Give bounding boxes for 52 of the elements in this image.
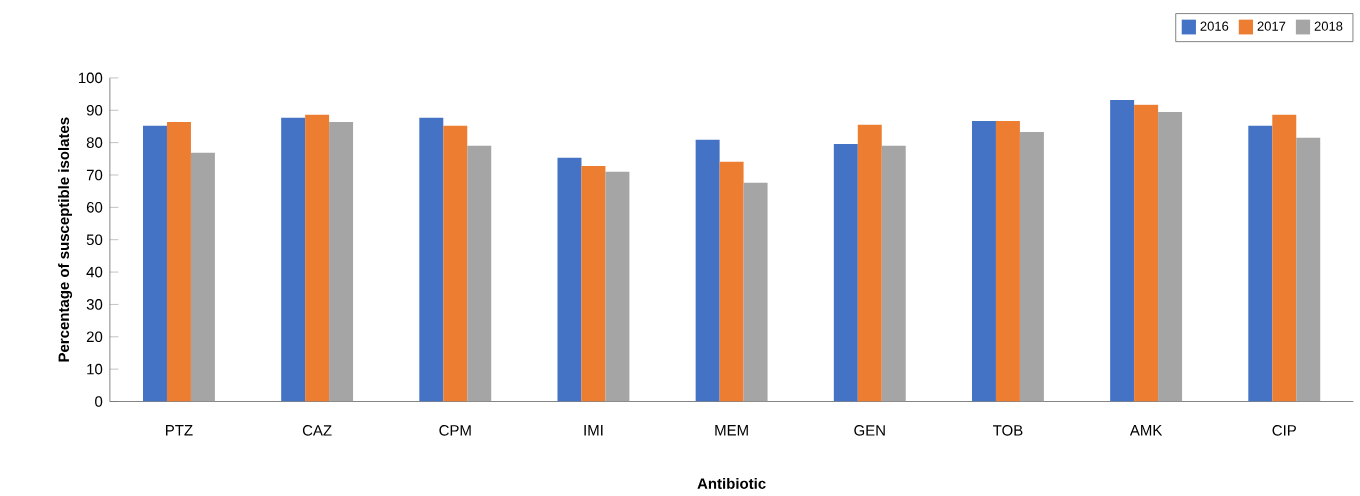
y-tick-label: 50 bbox=[86, 234, 103, 246]
y-tick-label: 70 bbox=[86, 169, 103, 181]
x-tick-label: AMK bbox=[1129, 425, 1163, 436]
bar bbox=[995, 121, 1020, 402]
x-tick-label: CIP bbox=[1272, 425, 1296, 436]
bar bbox=[305, 115, 330, 402]
x-tick-label: GEN bbox=[854, 425, 885, 436]
bar bbox=[857, 125, 882, 402]
y-tick-label: 90 bbox=[86, 105, 103, 116]
bar bbox=[1110, 100, 1135, 402]
x-tick-label: MEM bbox=[715, 425, 748, 436]
y-axis-title: Percentage of susceptible isolates bbox=[58, 117, 73, 362]
bar bbox=[971, 121, 996, 402]
x-tick-label: CPM bbox=[439, 425, 471, 436]
y-tick-label: 30 bbox=[86, 299, 103, 310]
bar bbox=[581, 166, 606, 402]
y-tick-label: 80 bbox=[86, 137, 103, 149]
bar bbox=[1158, 112, 1183, 402]
x-tick-label: IMI bbox=[584, 425, 603, 436]
bar bbox=[1019, 132, 1044, 402]
bar bbox=[1134, 104, 1159, 402]
legend-label: 2018 bbox=[1314, 21, 1343, 31]
bar bbox=[833, 144, 858, 402]
x-axis-title: Antibiotic bbox=[697, 478, 766, 490]
y-tick-label: 20 bbox=[86, 331, 103, 343]
bar bbox=[166, 122, 191, 402]
bar bbox=[443, 126, 468, 402]
y-tick-label: 60 bbox=[86, 202, 103, 213]
y-tick-label: 0 bbox=[95, 396, 103, 408]
bar bbox=[1272, 115, 1297, 402]
bar bbox=[881, 146, 906, 402]
x-tick-label: TOB bbox=[993, 425, 1023, 436]
y-tick-label: 10 bbox=[87, 364, 103, 375]
x-tick-label: CAZ bbox=[302, 425, 332, 436]
bar bbox=[1248, 126, 1273, 402]
bar bbox=[719, 161, 744, 402]
legend-label: 2016 bbox=[1200, 21, 1229, 31]
bar bbox=[190, 152, 215, 402]
bar bbox=[1296, 137, 1321, 402]
bar bbox=[329, 122, 354, 402]
bar bbox=[419, 117, 444, 402]
bar bbox=[143, 126, 167, 402]
bar bbox=[605, 171, 630, 402]
bar bbox=[695, 139, 720, 402]
x-tick-label: PTZ bbox=[166, 425, 193, 436]
legend-label: 2017 bbox=[1257, 21, 1286, 31]
bar bbox=[743, 182, 768, 402]
y-tick-label: 40 bbox=[86, 266, 103, 278]
bar bbox=[467, 146, 492, 402]
bar bbox=[557, 158, 582, 402]
y-tick-label: 100 bbox=[78, 72, 103, 84]
bar bbox=[281, 117, 306, 402]
